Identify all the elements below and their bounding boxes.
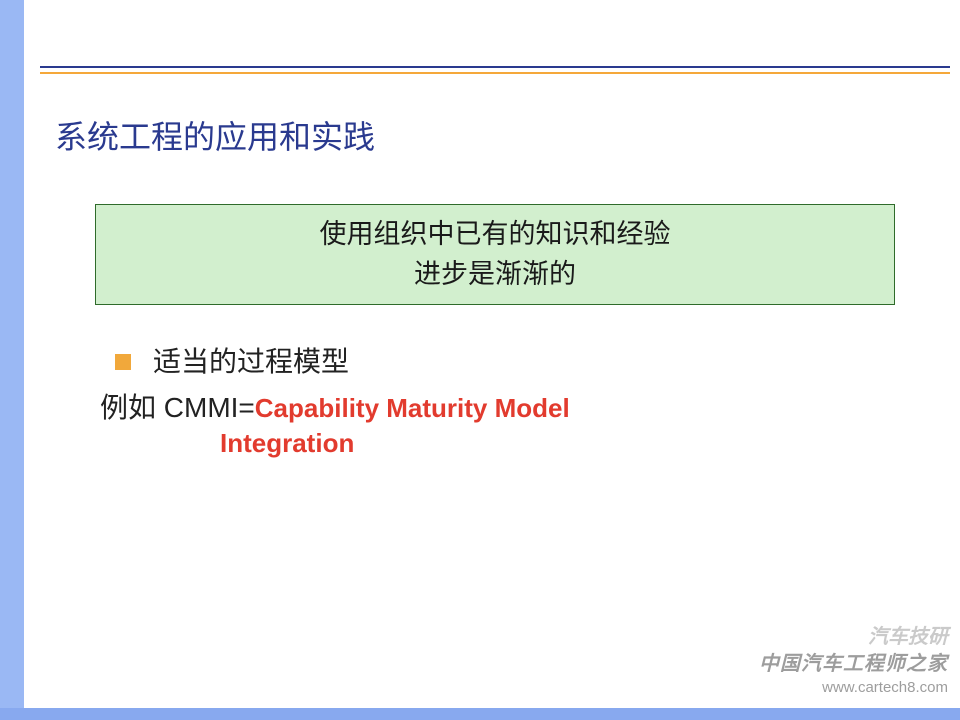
bullet-text: 适当的过程模型: [153, 340, 349, 380]
cmmi-expansion-1: Capability Maturity Model: [255, 393, 570, 423]
highlight-box: 使用组织中已有的知识和经验 进步是渐渐的: [95, 204, 895, 305]
example-prefix: 例如 CMMI=: [100, 392, 255, 423]
slide-title: 系统工程的应用和实践: [55, 112, 375, 158]
box-line-2: 进步是渐渐的: [96, 255, 894, 294]
watermark-brand-faint: 汽车技研: [759, 624, 948, 651]
top-rule-1: [40, 66, 950, 68]
slide: 系统工程的应用和实践 使用组织中已有的知识和经验 进步是渐渐的 适当的过程模型 …: [0, 0, 960, 720]
watermark-brand: 中国汽车工程师之家: [759, 651, 948, 678]
box-line-1: 使用组织中已有的知识和经验: [96, 215, 894, 254]
bottom-accent-bar: [0, 708, 960, 720]
watermark: 汽车技研 中国汽车工程师之家 www.cartech8.com: [759, 624, 948, 698]
left-accent-bar: [0, 0, 24, 720]
example-line: 例如 CMMI=Capability Maturity Model: [100, 388, 860, 429]
top-rule-2: [40, 72, 950, 74]
watermark-url: www.cartech8.com: [759, 678, 948, 698]
cmmi-expansion-2: Integration: [220, 428, 354, 459]
bullet-square-icon: [115, 354, 131, 370]
bullet-row: 适当的过程模型: [115, 340, 349, 380]
